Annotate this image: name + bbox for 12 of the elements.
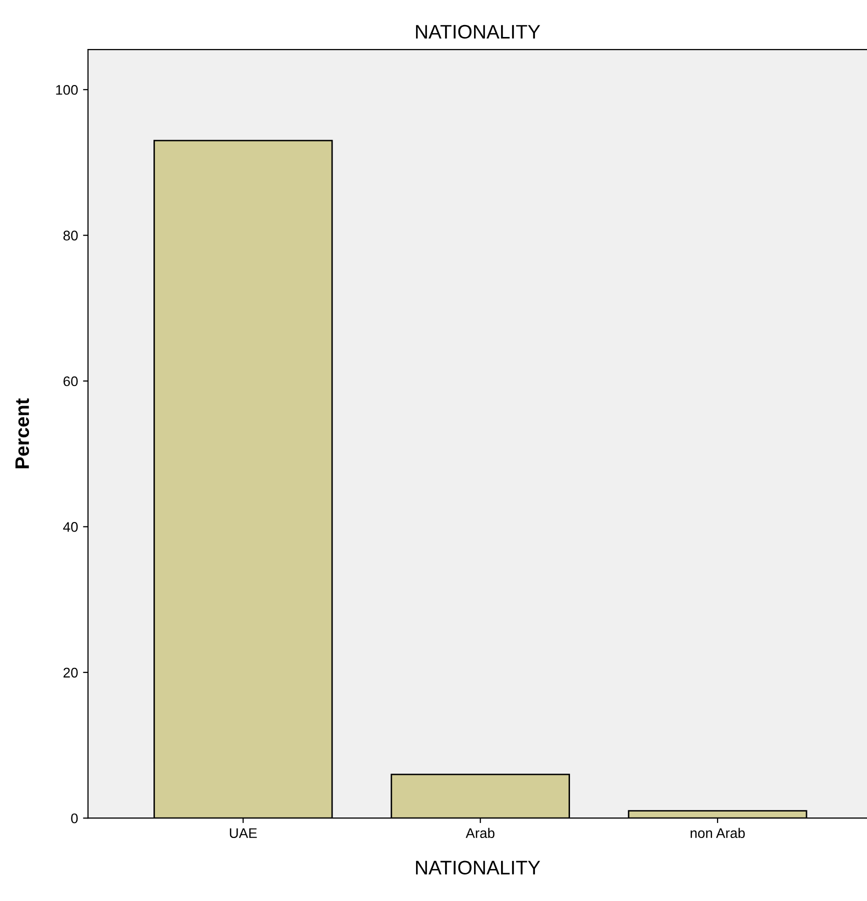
y-tick-label: 0 [71, 813, 78, 824]
y-tick-label: 60 [64, 376, 78, 386]
y-tick-label: 100 [56, 84, 78, 95]
y-axis-title: Percent [15, 398, 30, 468]
x-tick-label: non Arab [690, 828, 745, 838]
chart-title: NATIONALITY [416, 24, 540, 39]
y-tick-label: 80 [63, 230, 78, 240]
x-axis-title: NATIONALITY [416, 860, 540, 875]
x-tick-label: Arab [466, 828, 494, 838]
y-tick-label: 20 [64, 668, 78, 678]
x-tick-label: UAE [230, 828, 257, 838]
y-tick-label: 40 [63, 522, 78, 532]
